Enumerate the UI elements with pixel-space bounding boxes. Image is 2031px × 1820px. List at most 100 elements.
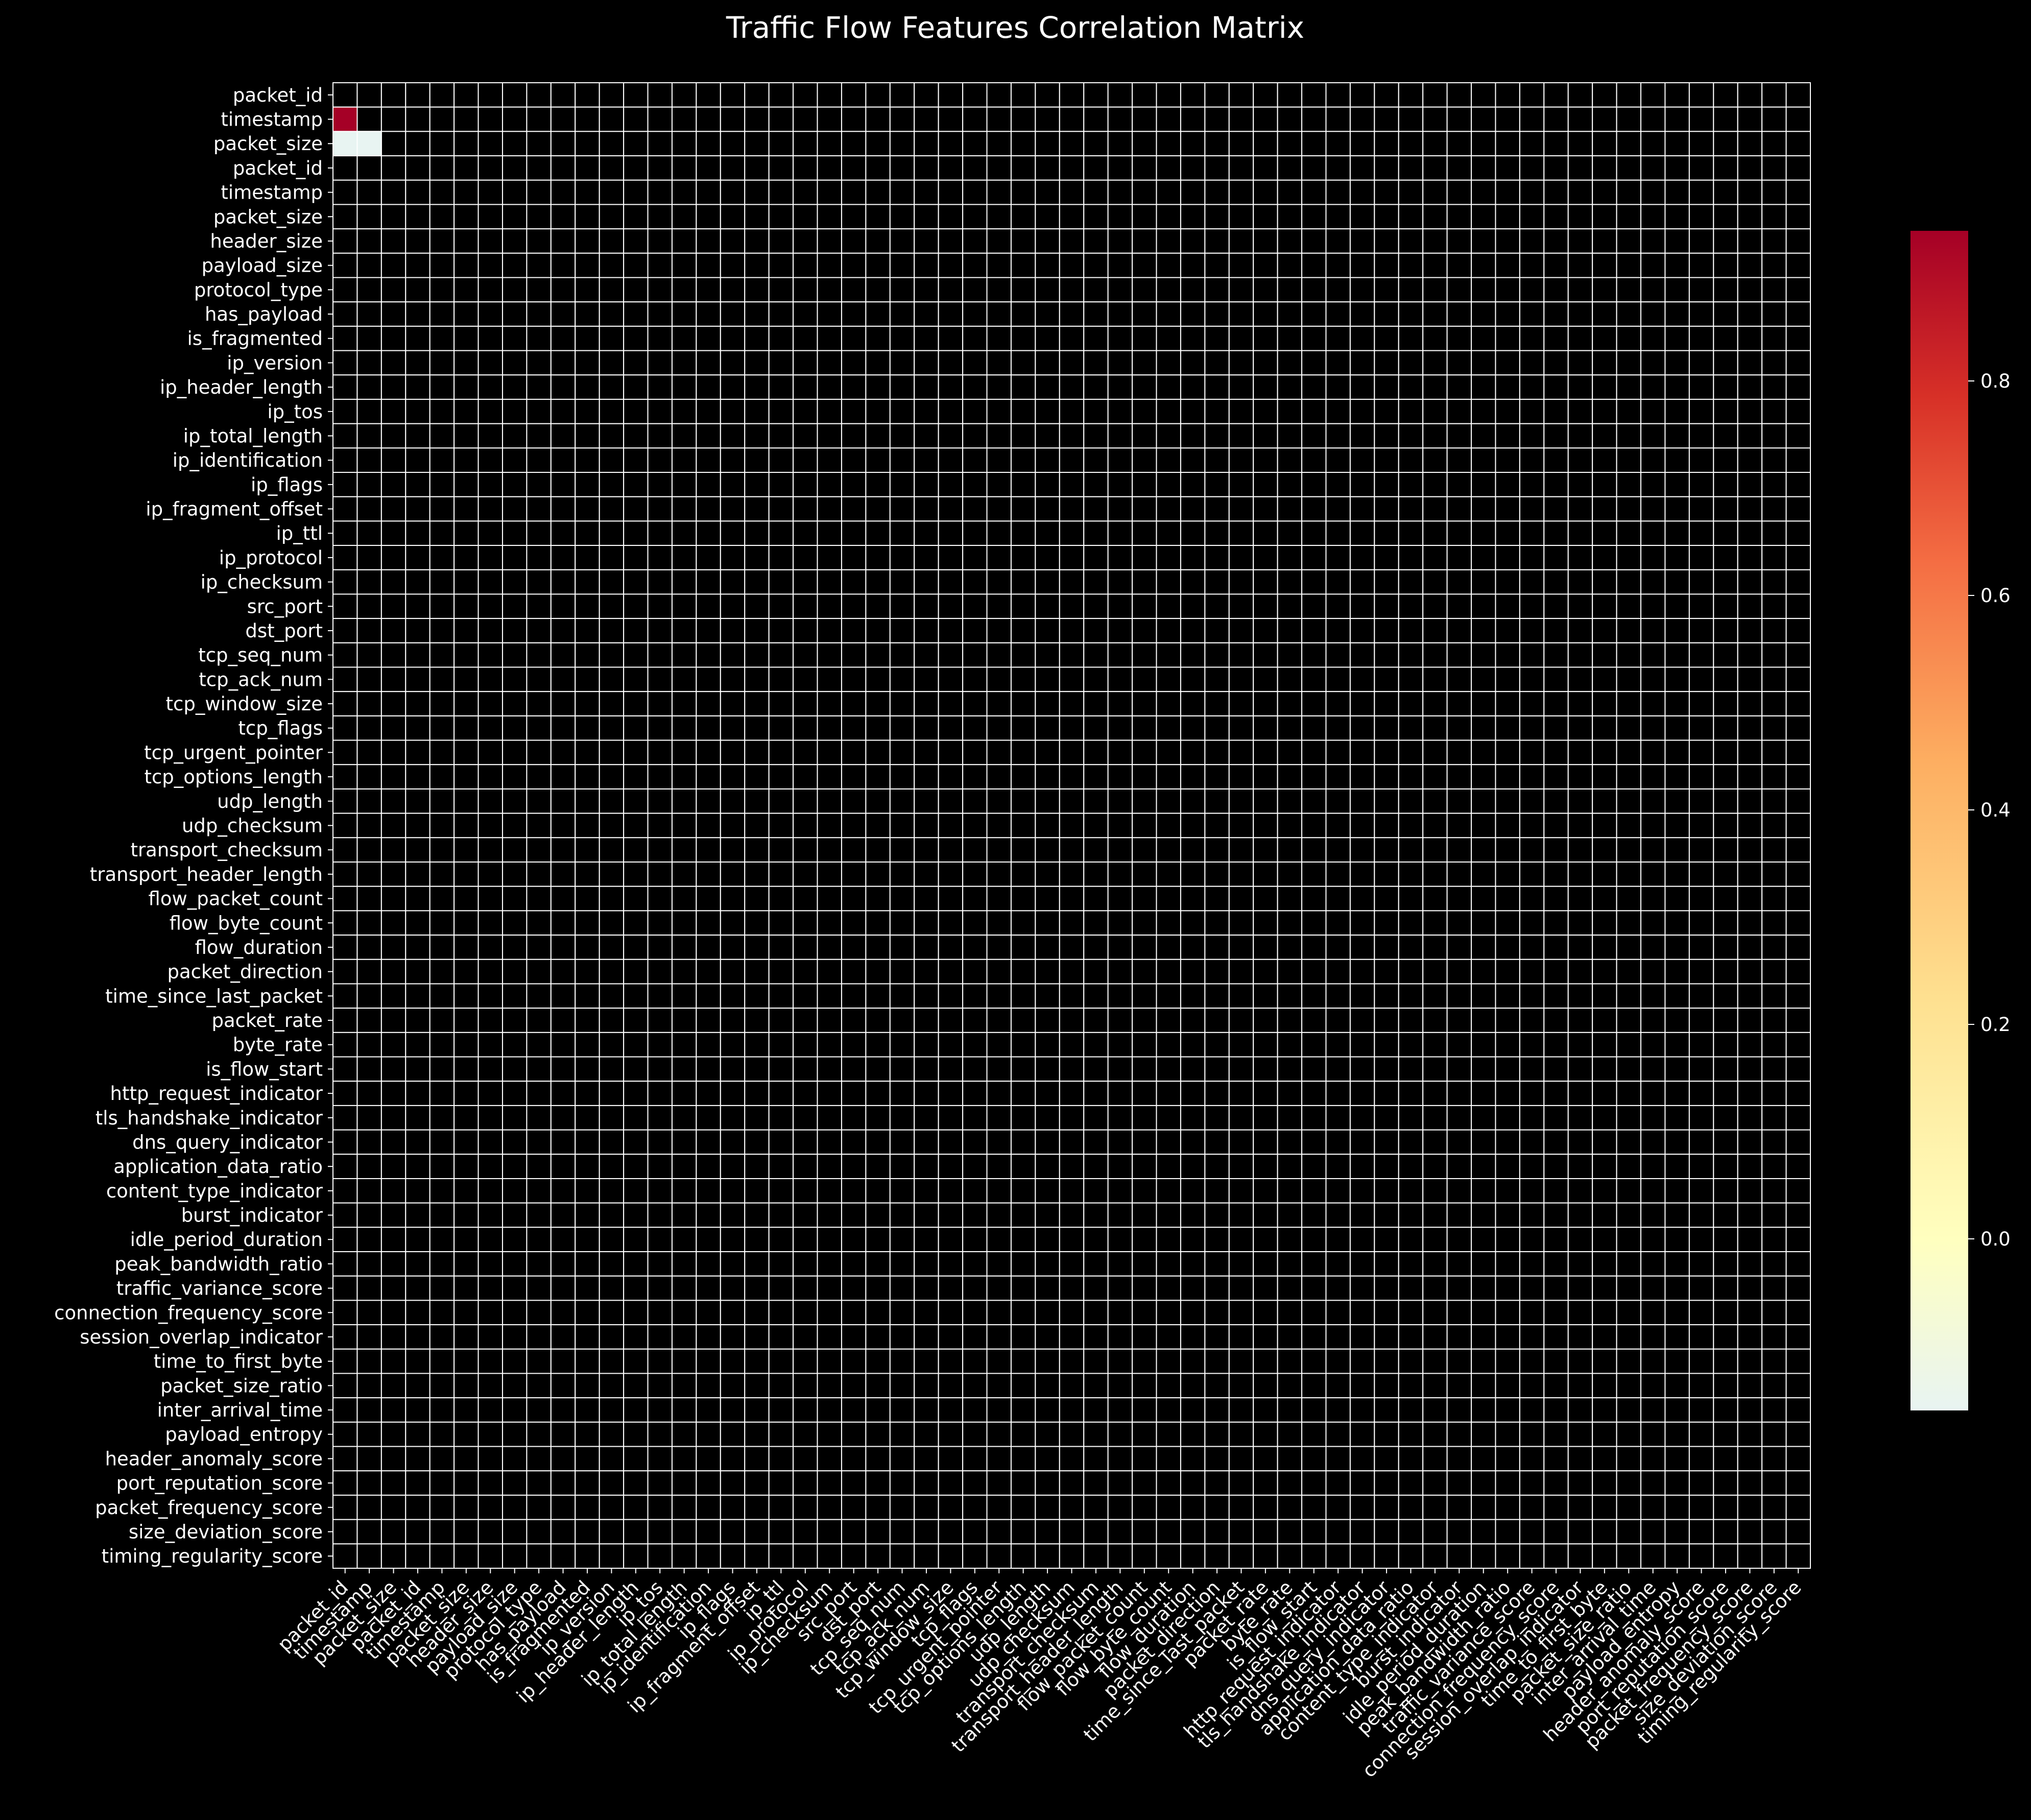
heatmap-cell: [1277, 325, 1303, 351]
heatmap-cell: [696, 1008, 721, 1033]
heatmap-cell: [865, 618, 891, 643]
heatmap-cell: [380, 374, 407, 400]
heatmap-cell: [1785, 1275, 1811, 1301]
heatmap-cell: [1228, 715, 1254, 741]
heatmap-cell: [332, 1056, 358, 1082]
heatmap-cell: [1253, 1446, 1278, 1472]
heatmap-cell: [1374, 106, 1399, 132]
heatmap-cell: [380, 520, 407, 546]
heatmap-cell: [429, 447, 455, 473]
heatmap-cell: [696, 1397, 721, 1423]
heatmap-cell: [1132, 593, 1157, 619]
heatmap-cell: [1349, 812, 1375, 839]
chart-title: Traffic Flow Features Correlation Matrix: [726, 10, 1304, 45]
heatmap-cell: [332, 1519, 358, 1545]
heatmap-cell: [1349, 1494, 1375, 1520]
heatmap-cell: [962, 1324, 988, 1350]
heatmap-cell: [1301, 1324, 1327, 1350]
heatmap-cell: [1253, 593, 1278, 619]
heatmap-cell: [647, 764, 673, 789]
heatmap-cell: [720, 1251, 746, 1277]
heatmap-cell: [453, 520, 479, 546]
heatmap-cell: [865, 350, 891, 376]
heatmap-cell: [550, 1227, 576, 1253]
y-tick-label: udp_checksum: [182, 815, 323, 837]
heatmap-cell: [380, 1032, 407, 1058]
heatmap-cell: [817, 1275, 842, 1301]
heatmap-cell: [696, 715, 721, 741]
heatmap-cell: [720, 204, 746, 230]
heatmap-cell: [1083, 1543, 1109, 1569]
heatmap-cell: [1664, 1446, 1690, 1472]
heatmap-cell: [1543, 106, 1569, 132]
heatmap-cell: [1010, 569, 1036, 595]
heatmap-cell: [1204, 131, 1230, 157]
heatmap-cell: [1495, 812, 1520, 839]
heatmap-cell: [1592, 496, 1617, 522]
heatmap-cell: [889, 447, 915, 473]
heatmap-cell: [1349, 1519, 1375, 1545]
heatmap-cell: [1253, 642, 1278, 668]
heatmap-cell: [332, 1446, 358, 1472]
heatmap-cell: [332, 1324, 358, 1350]
heatmap-cell: [405, 277, 431, 303]
heatmap-cell: [1688, 131, 1714, 157]
heatmap-cell: [1010, 959, 1036, 985]
heatmap-cell: [550, 1421, 576, 1447]
heatmap-cell: [1107, 82, 1133, 108]
heatmap-cell: [380, 910, 407, 936]
heatmap-cell: [1640, 861, 1666, 887]
heatmap-cell: [744, 739, 770, 765]
heatmap-cell: [332, 1178, 358, 1204]
heatmap-cell: [962, 1251, 988, 1277]
heatmap-cell: [623, 1105, 649, 1131]
heatmap-cell: [1156, 1056, 1181, 1082]
heatmap-cell: [1180, 1081, 1206, 1106]
heatmap-cell: [1374, 1494, 1399, 1520]
heatmap-cell: [332, 1129, 358, 1155]
heatmap-cell: [647, 82, 673, 108]
heatmap-cell: [1180, 1251, 1206, 1277]
heatmap-cell: [962, 1494, 988, 1520]
heatmap-cell: [1471, 179, 1496, 205]
heatmap-cell: [938, 1543, 964, 1569]
heatmap-cell: [1713, 277, 1738, 303]
heatmap-cell: [1446, 82, 1472, 108]
heatmap-cell: [671, 910, 697, 936]
heatmap-cell: [1688, 1056, 1714, 1082]
heatmap-cell: [1277, 1543, 1303, 1569]
heatmap-cell: [356, 1227, 382, 1253]
heatmap-cell: [1180, 252, 1206, 278]
heatmap-cell: [1519, 398, 1545, 424]
heatmap-cell: [356, 642, 382, 668]
heatmap-cell: [1592, 1154, 1617, 1179]
heatmap-cell: [1277, 301, 1303, 327]
heatmap-cell: [914, 106, 939, 132]
heatmap-cell: [817, 106, 842, 132]
y-tick-label: transport_checksum: [130, 839, 323, 861]
heatmap-cell: [889, 837, 915, 863]
heatmap-cell: [1156, 618, 1181, 643]
heatmap-cell: [623, 618, 649, 643]
heatmap-cell: [1616, 691, 1642, 716]
heatmap-cell: [332, 935, 358, 960]
heatmap-cell: [380, 228, 407, 254]
heatmap-cell: [1035, 812, 1060, 839]
heatmap-cell: [962, 1300, 988, 1326]
heatmap-cell: [1301, 642, 1327, 668]
heatmap-cell: [1616, 1397, 1642, 1423]
heatmap-cell: [623, 1494, 649, 1520]
heatmap-cell: [696, 106, 721, 132]
heatmap-cell: [986, 520, 1012, 546]
heatmap-cell: [1204, 885, 1230, 912]
heatmap-cell: [1398, 1543, 1424, 1569]
heatmap-cell: [1688, 423, 1714, 449]
heatmap-cell: [1664, 1348, 1690, 1374]
heatmap-cell: [1228, 325, 1254, 351]
heatmap-cell: [1688, 374, 1714, 400]
heatmap-cell: [647, 1446, 673, 1472]
heatmap-cell: [1156, 1470, 1181, 1496]
heatmap-cell: [1422, 1275, 1448, 1301]
heatmap-cell: [1592, 423, 1617, 449]
heatmap-cell: [986, 1397, 1012, 1423]
